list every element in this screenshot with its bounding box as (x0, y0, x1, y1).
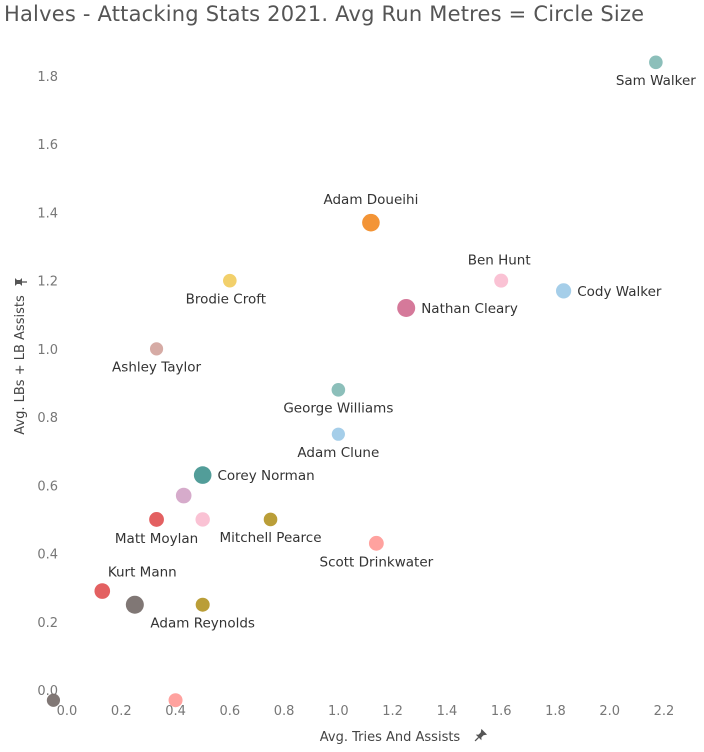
data-point[interactable] (193, 466, 212, 484)
point-label: George Williams (283, 401, 393, 417)
y-tick-label: 0.6 (37, 479, 58, 494)
point-label: Corey Norman (217, 468, 314, 484)
point-label: Matt Moylan (115, 531, 198, 547)
chart-title: Halves - Attacking Stats 2021. Avg Run M… (4, 2, 645, 26)
data-point[interactable] (149, 512, 164, 527)
data-point[interactable] (555, 283, 572, 299)
y-tick-label: 1.2 (37, 275, 58, 290)
y-axis-title: Avg. LBs + LB Assists (13, 295, 28, 435)
y-tick-label: 1.4 (37, 206, 58, 221)
point-label: Nathan Cleary (421, 301, 518, 317)
x-tick-label: 0.8 (274, 704, 295, 719)
data-point[interactable] (397, 298, 416, 317)
x-tick-label: 1.0 (328, 704, 349, 719)
x-axis-pin-icon[interactable] (472, 728, 488, 744)
x-tick-label: 0.4 (165, 704, 186, 719)
x-tick-label: 2.0 (599, 704, 620, 719)
data-point[interactable] (263, 512, 278, 527)
data-point[interactable] (125, 595, 144, 614)
point-label: Scott Drinkwater (320, 555, 434, 571)
data-point[interactable] (94, 583, 111, 599)
y-axis-ticks: 0.00.20.40.60.81.01.21.41.61.8 (37, 70, 58, 699)
y-tick-label: 1.0 (37, 343, 58, 358)
point-label: Mitchell Pearce (220, 530, 322, 546)
data-point[interactable] (494, 273, 509, 288)
point-labels: Sam Walker Adam Doueihi Ben Hunt Brodie Cro… (108, 73, 696, 632)
y-tick-label: 0.2 (37, 616, 58, 631)
x-tick-label: 1.4 (437, 704, 458, 719)
data-point[interactable] (149, 342, 164, 356)
data-point[interactable] (46, 693, 61, 707)
point-label: Adam Clune (297, 445, 379, 461)
data-point[interactable] (331, 383, 346, 397)
data-point[interactable] (195, 597, 210, 612)
x-tick-label: 0.6 (219, 704, 240, 719)
data-point[interactable] (168, 693, 183, 708)
x-tick-label: 2.2 (654, 704, 675, 719)
point-label: Adam Doueihi (323, 192, 418, 208)
x-tick-label: 1.2 (382, 704, 403, 719)
y-axis-pin-icon[interactable] (15, 278, 27, 286)
data-point[interactable] (362, 213, 380, 232)
y-tick-label: 0.4 (37, 548, 58, 563)
y-tick-label: 1.8 (37, 70, 58, 85)
y-axis-title-group: Avg. LBs + LB Assists (13, 295, 28, 435)
x-tick-label: 0.0 (57, 704, 78, 719)
x-tick-label: 1.6 (491, 704, 512, 719)
data-points (46, 55, 663, 708)
y-tick-label: 1.6 (37, 138, 58, 153)
data-point[interactable] (175, 487, 192, 504)
x-tick-label: 1.8 (545, 704, 566, 719)
y-tick-label: 0.8 (37, 411, 58, 426)
data-point[interactable] (195, 512, 210, 527)
point-label: Brodie Croft (186, 291, 266, 307)
x-tick-label: 0.2 (111, 704, 132, 719)
point-label: Ashley Taylor (112, 359, 201, 375)
point-label: Cody Walker (577, 284, 662, 300)
data-point[interactable] (223, 273, 237, 288)
point-label: Kurt Mann (108, 564, 177, 580)
data-point[interactable] (368, 535, 384, 551)
point-label: Ben Hunt (468, 253, 531, 269)
data-point[interactable] (331, 427, 345, 441)
x-axis-title: Avg. Tries And Assists (320, 730, 461, 745)
data-point[interactable] (649, 55, 663, 70)
point-label: Adam Reynolds (150, 616, 255, 632)
point-label: Sam Walker (616, 73, 696, 89)
x-axis-ticks: 0.0 0.2 0.4 0.6 0.8 1.0 1.2 1.4 1.6 1.8 2.0 2.2 (57, 704, 675, 719)
